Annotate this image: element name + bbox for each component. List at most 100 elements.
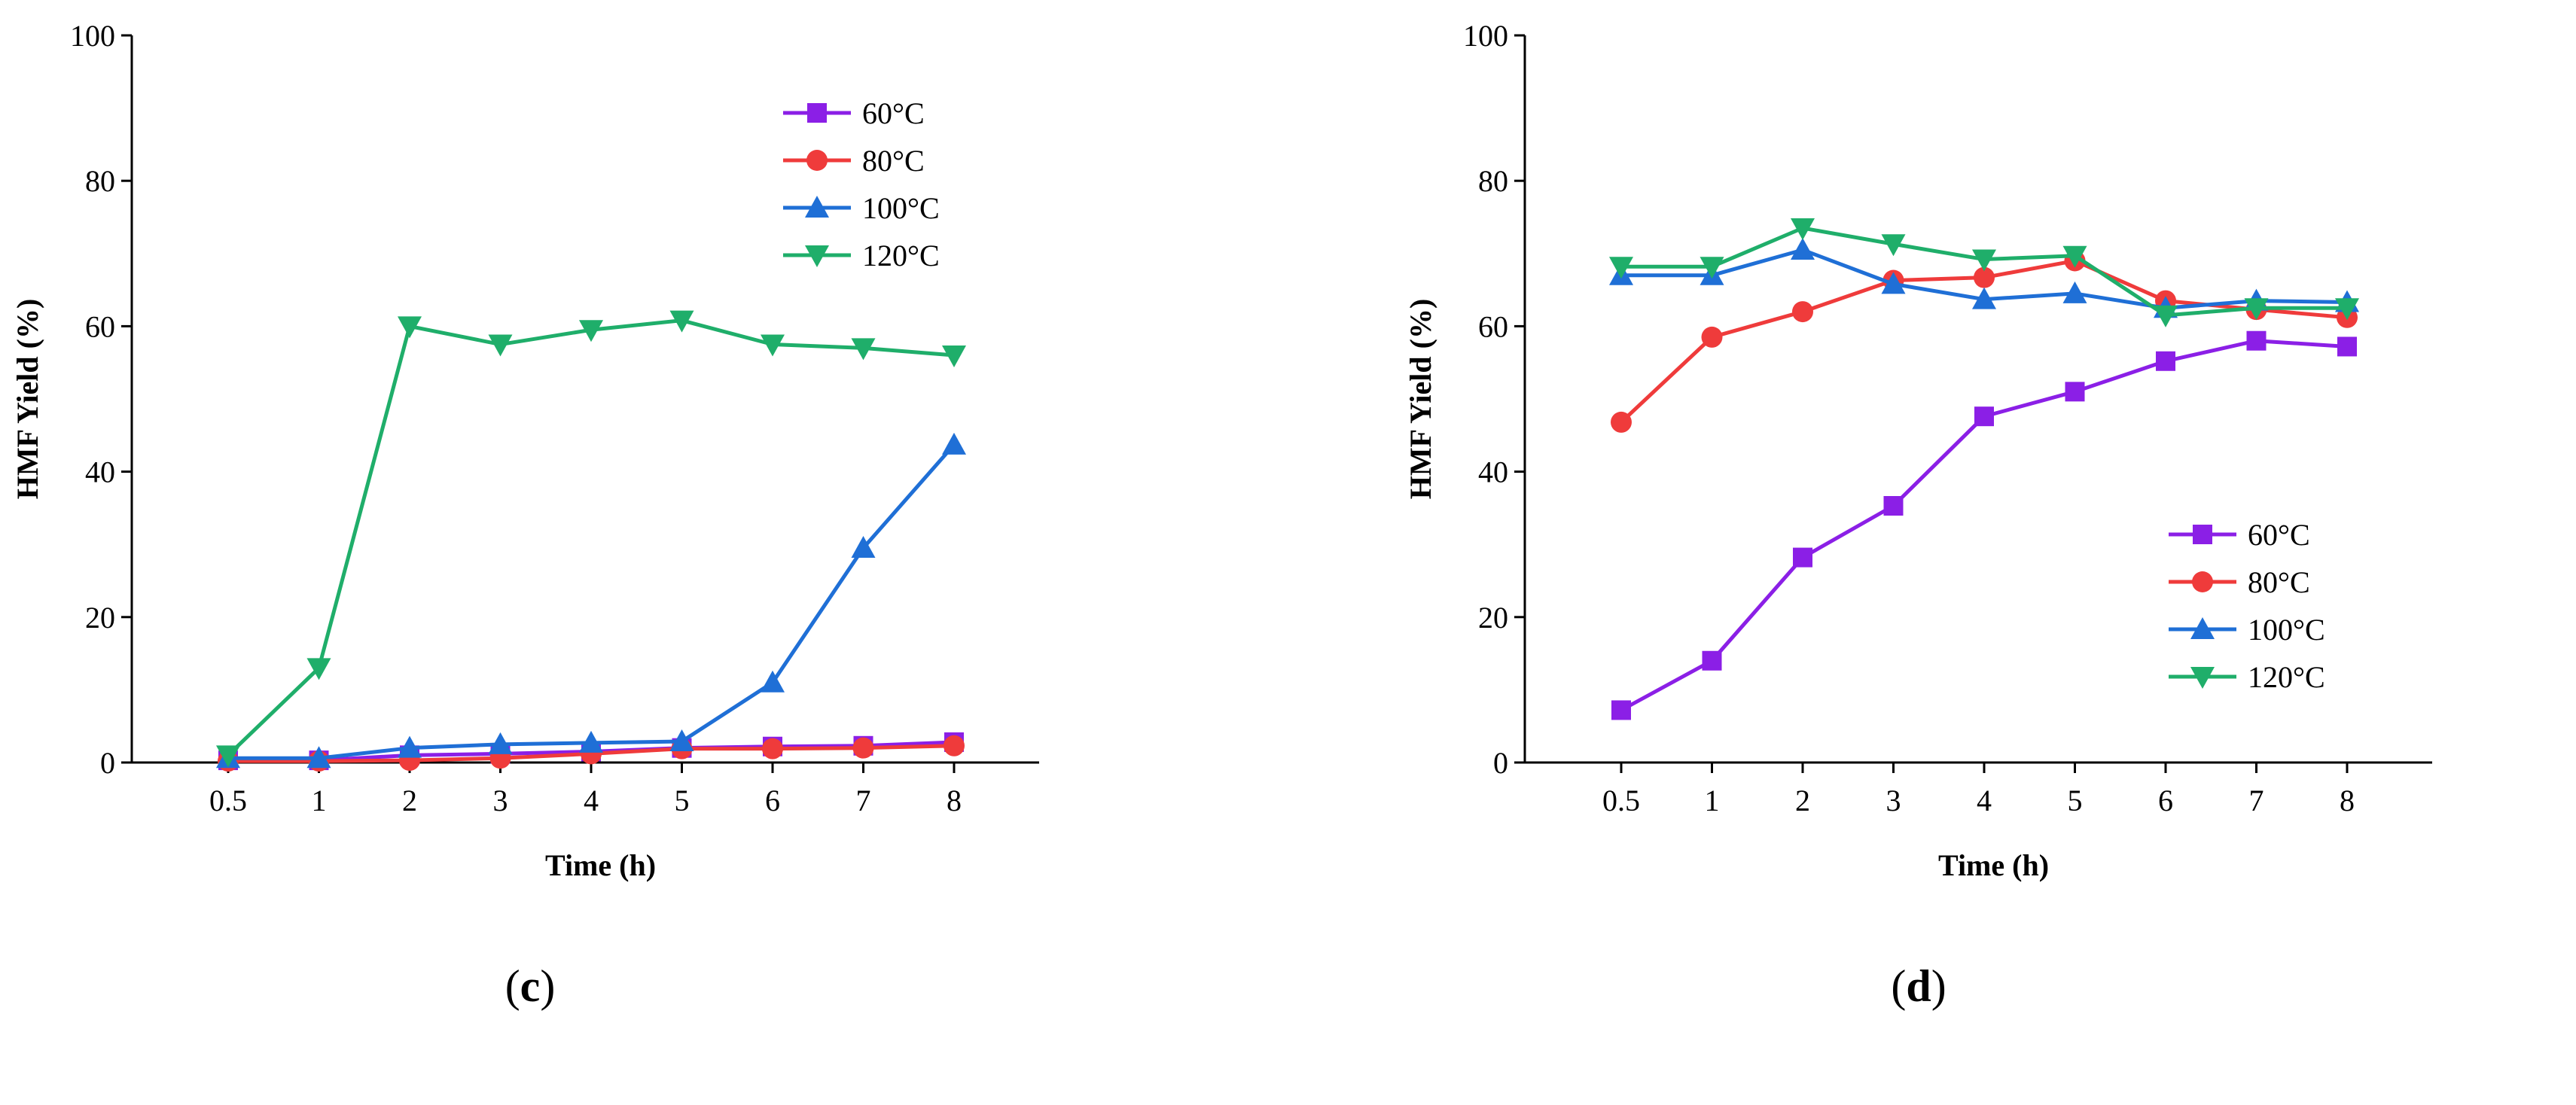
data-point — [1972, 287, 1996, 309]
x-tick-label: 2 — [402, 784, 417, 817]
data-point — [1881, 272, 1906, 294]
data-point — [306, 658, 331, 680]
series-120°C — [1609, 218, 2359, 327]
y-tick-label: 80 — [1478, 164, 1508, 198]
data-point — [761, 670, 785, 693]
legend-entry: 60°C — [2169, 518, 2310, 552]
data-point — [216, 745, 240, 768]
series-line — [227, 318, 955, 757]
x-tick-label: 7 — [856, 784, 871, 817]
y-tick-label: 60 — [1478, 309, 1508, 343]
data-point — [762, 738, 783, 759]
data-point — [669, 729, 694, 751]
data-point — [1974, 406, 1994, 427]
data-point — [1702, 650, 1722, 671]
legend-label: 60°C — [2248, 518, 2310, 552]
legend-label: 120°C — [862, 239, 940, 272]
data-point — [1701, 326, 1723, 348]
y-tick-label: 20 — [1478, 601, 1508, 635]
legend-marker — [807, 103, 827, 123]
y-tick-label: 20 — [85, 601, 115, 635]
data-point — [1791, 237, 1815, 260]
data-point — [1611, 411, 1632, 433]
y-tick-label: 100 — [1463, 19, 1508, 53]
x-tick-label: 8 — [2340, 784, 2355, 817]
legend-entry: 80°C — [2169, 565, 2310, 599]
data-point — [1974, 266, 1995, 288]
x-tick-label: 6 — [2158, 784, 2173, 817]
data-point — [2065, 382, 2085, 402]
series-60°C — [1611, 330, 2357, 720]
data-point — [942, 432, 966, 455]
data-point — [851, 338, 876, 361]
panel-label-d: (d) — [1891, 961, 1946, 1011]
axis-lines — [1523, 35, 2432, 764]
x-axis-title: Time (h) — [545, 848, 656, 882]
legend-marker — [2192, 571, 2213, 592]
x-tick-label: 4 — [584, 784, 599, 817]
data-point — [1792, 301, 1813, 323]
legend-label: 60°C — [862, 96, 925, 130]
panel-label-c: (c) — [505, 961, 556, 1011]
y-tick-label: 0 — [1493, 746, 1508, 780]
legend-marker — [2190, 667, 2215, 689]
legend-entry: 100°C — [2169, 613, 2325, 647]
x-tick-label: 3 — [1886, 784, 1901, 817]
series-120°C — [216, 310, 966, 768]
y-tick-label: 40 — [85, 455, 115, 489]
chart-panel-d: 0 20 40 60 80 100 0.5 1 2 3 4 5 6 7 8 Time (h) HMF Yield… — [1404, 19, 2432, 882]
data-point — [2154, 305, 2178, 327]
data-point — [2246, 330, 2267, 351]
y-tick-label: 80 — [85, 164, 115, 198]
y-axis-title: HMF Yield (%) — [1404, 299, 1437, 500]
data-point — [761, 334, 785, 357]
legend-label: 80°C — [862, 144, 925, 178]
data-point — [398, 735, 422, 758]
data-point — [851, 536, 876, 559]
legend-entry: 60°C — [783, 96, 925, 130]
legend-label: 100°C — [862, 191, 940, 225]
data-point — [2337, 336, 2357, 357]
y-tick-label: 0 — [100, 746, 115, 780]
x-tick-label: 4 — [1977, 784, 1992, 817]
legend-label: 100°C — [2248, 613, 2325, 647]
data-point — [579, 730, 603, 753]
data-point — [2335, 298, 2359, 321]
x-tick-label: 7 — [2249, 784, 2264, 817]
x-tick-label: 5 — [675, 784, 690, 817]
x-tick-label: 1 — [1705, 784, 1720, 817]
legend-marker — [806, 150, 828, 171]
x-tick-label: 0.5 — [1602, 784, 1640, 817]
series-80°C — [1611, 250, 2358, 433]
x-tick-label: 1 — [312, 784, 327, 817]
data-point — [1609, 257, 1633, 279]
data-point — [1793, 547, 1812, 568]
legend-entry: 80°C — [783, 144, 925, 178]
legend-entry: 120°C — [2169, 660, 2325, 694]
x-tick-label: 3 — [493, 784, 508, 817]
x-axis-title: Time (h) — [1938, 848, 2049, 882]
data-point — [1700, 257, 1724, 279]
data-point — [944, 735, 965, 756]
data-point — [306, 746, 331, 769]
y-tick-label: 40 — [1478, 455, 1508, 489]
x-tick-label: 8 — [947, 784, 962, 817]
data-point — [2062, 281, 2087, 303]
legend-entry: 100°C — [783, 191, 940, 225]
legend-entry: 120°C — [783, 239, 940, 272]
data-point — [1791, 218, 1815, 240]
data-point — [669, 310, 694, 333]
legend-label: 120°C — [2248, 660, 2325, 694]
data-point — [2244, 298, 2269, 321]
data-point — [1883, 496, 1904, 516]
legend-marker — [2190, 617, 2215, 639]
data-point — [852, 737, 874, 759]
chart-panel-c: 0 20 40 60 80 100 0.5 1 2 3 4 5 6 7 8 Time (h) HMF Yield… — [11, 19, 1039, 882]
y-tick-label: 100 — [70, 19, 115, 53]
x-tick-label: 5 — [2068, 784, 2083, 817]
data-point — [2062, 245, 2087, 268]
data-point — [488, 732, 513, 754]
y-tick-label: 60 — [85, 309, 115, 343]
legend-marker — [805, 245, 829, 267]
